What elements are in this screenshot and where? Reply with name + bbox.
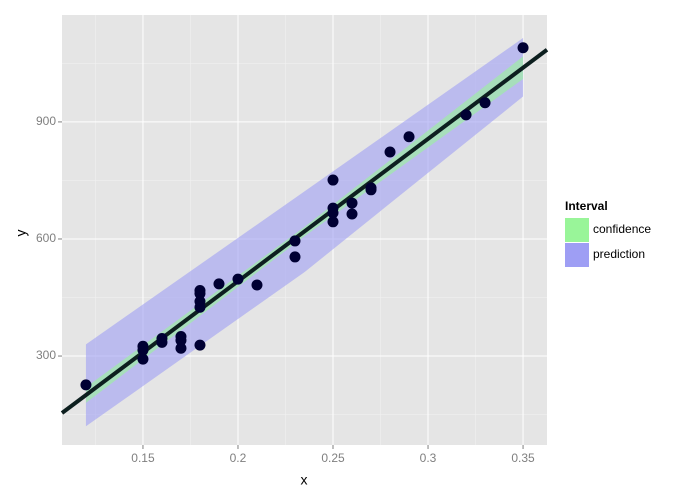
point [194, 288, 206, 300]
x-tick-label: 0.35 [511, 451, 535, 465]
point [194, 301, 206, 313]
y-tick-label: 600 [36, 231, 56, 245]
point [327, 207, 339, 219]
legend-key [565, 243, 589, 267]
legend-title: Interval [565, 199, 608, 213]
point [213, 278, 225, 290]
x-tick-label: 0.15 [131, 451, 155, 465]
point [479, 97, 491, 109]
point [194, 339, 206, 351]
legend-label: confidence [593, 222, 651, 236]
point [232, 273, 244, 285]
point [384, 146, 396, 158]
point [517, 42, 529, 54]
x-tick-label: 0.3 [420, 451, 437, 465]
point [175, 342, 187, 354]
point [289, 251, 301, 263]
point [80, 379, 92, 391]
point [403, 131, 415, 143]
point [175, 334, 187, 346]
point [137, 344, 149, 356]
y-tick-label: 900 [36, 114, 56, 128]
legend-key [565, 218, 589, 242]
point [346, 208, 358, 220]
point [137, 353, 149, 365]
point [289, 235, 301, 247]
points [80, 42, 529, 391]
point [327, 216, 339, 228]
point [327, 174, 339, 186]
point [460, 109, 472, 121]
point [251, 279, 263, 291]
x-tick-label: 0.25 [321, 451, 345, 465]
x-axis-label: x [301, 472, 308, 488]
point [365, 182, 377, 194]
y-axis-label: y [13, 230, 29, 237]
point [346, 197, 358, 209]
x-tick-label: 0.2 [230, 451, 247, 465]
legend-label: prediction [593, 247, 645, 261]
y-tick-label: 300 [36, 348, 56, 362]
point [156, 336, 168, 348]
